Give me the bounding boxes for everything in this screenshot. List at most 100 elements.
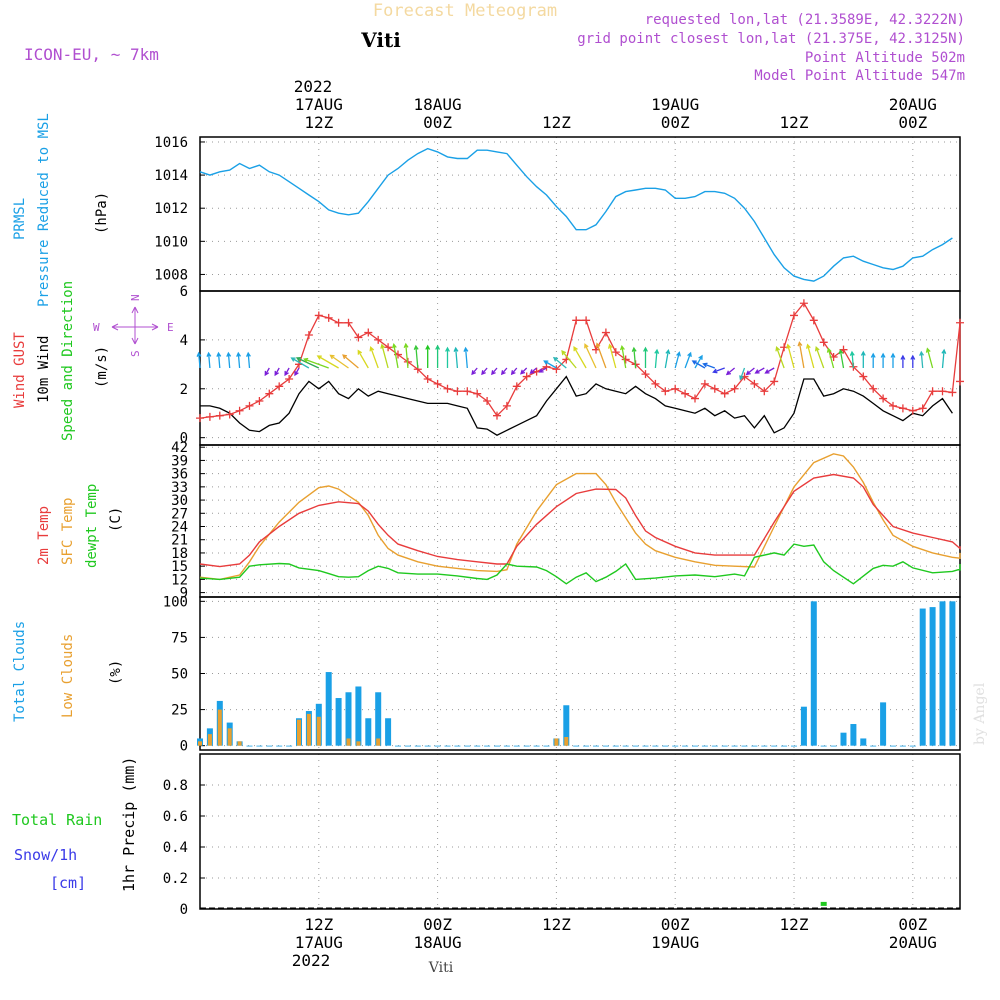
wind-gust-marker: [956, 377, 964, 386]
wind-direction-arrow: [425, 344, 431, 368]
wind-gust-marker: [839, 345, 848, 354]
total-cloud-bar: [434, 745, 441, 747]
total-cloud-bar: [444, 745, 451, 747]
wind-gust-marker: [790, 311, 798, 320]
wind-gust-marker: [956, 318, 964, 327]
wind-gust-marker: [889, 401, 897, 410]
compass-e: E: [167, 321, 174, 334]
precip-panel: 0 0.2 0.4 0.6 0.8: [163, 753, 961, 918]
precip-panel-labels: Total Rain Snow/1h [cm] 1hr Precip (mm): [12, 757, 138, 892]
wind-gust-marker: [710, 384, 719, 393]
wind-direction-arrow: [206, 351, 212, 369]
wind-panel-labels: Wind GUST 10m Wind Speed and Direction (…: [12, 281, 174, 441]
total-cloud-bar: [741, 745, 748, 747]
wind-direction-arrow: [246, 351, 251, 369]
wind-direction-arrow: [684, 351, 692, 369]
wind-direction-arrow: [805, 343, 815, 369]
wind-direction-arrow: [919, 350, 925, 369]
wind-gust-marker: [433, 379, 442, 388]
precip-ytick-label: 0.6: [163, 809, 188, 825]
wind-direction-arrow: [826, 347, 835, 369]
low-cloud-bar: [316, 716, 321, 746]
total-cloud-bar: [464, 745, 471, 747]
wind-direction-arrow: [236, 351, 242, 369]
wind-direction-arrow: [391, 343, 399, 369]
wind-gust-marker: [285, 375, 294, 383]
total-cloud-bar: [404, 745, 411, 747]
precip-ytick-label: 0.8: [163, 778, 188, 794]
wind-label-dir: Speed and Direction: [60, 281, 76, 441]
wind-direction-arrow: [573, 346, 587, 369]
wind-direction-arrow: [264, 367, 270, 377]
wind-gust-marker: [443, 384, 452, 393]
wind-gust-marker: [483, 397, 492, 405]
chart-title: Forecast Meteogram: [373, 1, 557, 21]
total-cloud-bar: [494, 745, 500, 747]
wind-direction-arrow: [702, 362, 716, 369]
total-cloud-bar: [919, 608, 926, 746]
wind-direction-arrow: [481, 367, 488, 376]
total-cloud-bar: [731, 745, 738, 747]
total-cloud-bar: [622, 745, 629, 747]
temperature-ytick-label: 15: [171, 559, 188, 575]
total-cloud-bar: [533, 745, 540, 747]
total-cloud-bar: [662, 745, 669, 747]
wind-direction-arrow: [786, 343, 795, 369]
wind-gust-marker: [750, 379, 759, 388]
total-cloud-bar: [325, 672, 332, 746]
clouds-ytick-label: 75: [171, 630, 188, 646]
compass-w: W: [93, 321, 100, 334]
clouds-ytick-label: 25: [171, 703, 188, 719]
total-cloud-bar: [771, 745, 778, 747]
low-cloud-bar: [198, 741, 202, 746]
total-cloud-bar: [840, 732, 847, 746]
temperature-ytick-label: 12: [171, 572, 188, 588]
total-cloud-bar: [385, 718, 392, 746]
pressure-panel-labels: PRMSL Pressure Reduced to MSL (hPa): [12, 113, 110, 307]
wind-direction-arrow: [654, 348, 660, 369]
wind-direction-arrow: [357, 349, 369, 369]
wind-gust-marker: [502, 401, 511, 410]
compass-arrowheads: [111, 306, 159, 345]
low-cloud-bar: [356, 741, 361, 746]
total-cloud-bar: [929, 607, 936, 746]
total-cloud-bar: [484, 745, 491, 747]
wind-gust-marker: [384, 343, 393, 352]
total-cloud-bar: [800, 706, 807, 746]
clouds-ytick-label: 100: [163, 594, 188, 610]
wind-gust-marker: [671, 384, 680, 393]
total-cloud-bar: [899, 745, 906, 747]
top-date-label: 17AUG: [295, 95, 343, 114]
wind-direction-arrow: [413, 344, 419, 369]
bottom-hour-label: 00Z: [423, 915, 452, 934]
bottom-date-label: 20AUG: [889, 933, 937, 952]
total-cloud-bar: [880, 702, 887, 746]
precip-frame: [199, 753, 961, 910]
pressure-frame: [199, 136, 961, 292]
top-date-label: 19AUG: [651, 95, 699, 114]
wind-gust-marker: [651, 379, 660, 388]
total-cloud-bar: [424, 745, 431, 747]
total-cloud-bar: [692, 745, 698, 747]
wind-direction-arrow: [849, 350, 855, 369]
wind-direction-arrow: [584, 343, 597, 369]
clouds-panel: 0 25 50 75 100: [163, 594, 961, 755]
wind-gust-marker: [681, 389, 690, 398]
low-cloud-bar: [564, 737, 569, 746]
total-cloud-bar: [909, 745, 916, 747]
temperature-ytick-label: 9: [180, 586, 188, 602]
wind-direction-arrow: [274, 367, 280, 377]
total-cloud-bar: [890, 745, 896, 747]
temperature-ytick-label: 33: [171, 480, 188, 496]
top-hour-label: 00Z: [661, 113, 690, 132]
plot-area: 1008101010121014101602469121518212427303…: [154, 95, 964, 952]
clouds-ytick-label: 50: [171, 667, 188, 683]
precip-ytick-label: 0: [180, 902, 188, 918]
precip-bar: [820, 901, 827, 906]
pressure-ytick-label: 1012: [154, 201, 188, 217]
wind-direction-arrow: [216, 351, 222, 369]
wind-direction-arrow: [595, 342, 607, 369]
wind-direction-arrow: [453, 346, 459, 369]
wind-direction-arrow: [529, 367, 538, 374]
